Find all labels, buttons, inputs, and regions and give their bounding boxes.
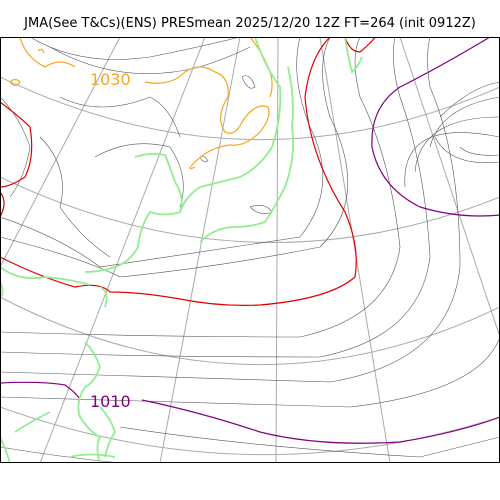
isobar bbox=[0, 37, 349, 278]
parallel-line bbox=[0, 406, 500, 456]
isobar bbox=[49, 46, 251, 74]
isobar-1030-line bbox=[19, 37, 76, 68]
contour-label-1030: 1030 bbox=[90, 70, 131, 89]
map-frame-border bbox=[0, 37, 500, 463]
isobar-1020 bbox=[0, 37, 376, 306]
isobar bbox=[29, 37, 241, 60]
isobar-1020-line bbox=[344, 37, 376, 53]
meridian-line bbox=[159, 37, 241, 463]
coastline bbox=[84, 152, 183, 273]
isobar bbox=[119, 426, 500, 458]
coastline bbox=[99, 406, 116, 458]
meridian-line bbox=[275, 37, 279, 463]
isobar bbox=[429, 96, 500, 148]
isobar bbox=[434, 136, 500, 163]
parallel-line bbox=[0, 76, 500, 141]
isobar-1010-line bbox=[0, 381, 81, 400]
isobars-thin bbox=[0, 37, 500, 463]
isobar bbox=[39, 136, 111, 258]
isobar-1030-line bbox=[144, 66, 270, 170]
isobar bbox=[0, 37, 461, 383]
isobar bbox=[439, 81, 500, 118]
coastline bbox=[0, 266, 91, 286]
coastline bbox=[199, 66, 294, 243]
isobar bbox=[199, 156, 209, 162]
coastline bbox=[99, 286, 108, 308]
isobar-1020-line bbox=[0, 191, 5, 218]
isobar-1020-line bbox=[0, 101, 33, 188]
isobar-1010-line bbox=[141, 399, 500, 444]
isobar-1030-line bbox=[37, 48, 45, 54]
map-title: JMA(See T&Cs)(ENS) PRESmean 2025/12/20 1… bbox=[24, 16, 476, 31]
coastline bbox=[14, 411, 51, 433]
isobar-1030-line bbox=[9, 78, 21, 87]
coastline bbox=[77, 341, 102, 463]
parallel-line bbox=[0, 296, 500, 365]
isobar bbox=[0, 336, 500, 408]
isobar bbox=[0, 37, 324, 268]
isobar bbox=[0, 446, 121, 463]
contour-label-1010: 1010 bbox=[90, 392, 131, 411]
isobar bbox=[0, 37, 401, 338]
coastline bbox=[0, 436, 11, 463]
meridian-line bbox=[399, 37, 500, 338]
coastline bbox=[179, 37, 282, 213]
meridian-line bbox=[39, 37, 206, 463]
isobar-1030 bbox=[9, 37, 273, 170]
isobar bbox=[459, 146, 500, 156]
isobar bbox=[59, 96, 181, 138]
meridian-line bbox=[0, 37, 121, 268]
coastlines bbox=[0, 37, 363, 463]
isobar bbox=[249, 205, 273, 214]
parallel-line bbox=[0, 176, 500, 243]
isobar-1010-line bbox=[371, 37, 500, 217]
isobar-1010 bbox=[0, 37, 500, 444]
coastline bbox=[344, 37, 363, 74]
pressure-map: 1030 1010 bbox=[0, 37, 500, 463]
isobar bbox=[404, 132, 500, 188]
isobar bbox=[414, 116, 500, 173]
isobar bbox=[0, 96, 31, 198]
isobar bbox=[0, 37, 431, 358]
map-panel: 1030 1010 bbox=[0, 37, 500, 463]
coastline bbox=[69, 453, 116, 458]
isobar bbox=[241, 75, 256, 89]
isobar bbox=[94, 143, 184, 208]
